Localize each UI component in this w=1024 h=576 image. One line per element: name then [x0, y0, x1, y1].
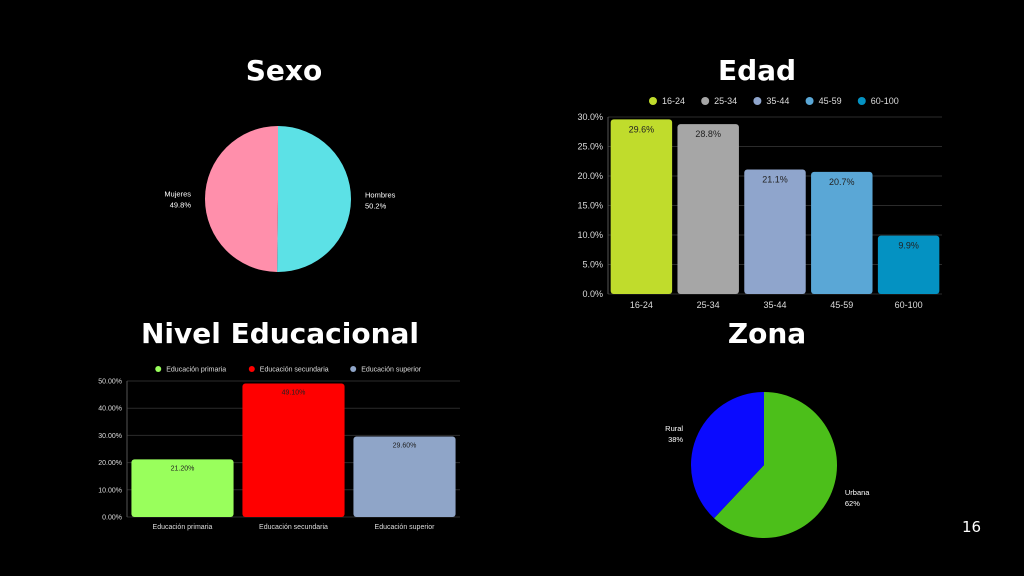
edad-bar-35-44 [744, 169, 806, 294]
zona-slice-label-urbana: Urbana [845, 488, 870, 497]
edad-value-label-45-59: 20.7% [829, 177, 855, 187]
edad-xtick-label-35-44: 35-44 [763, 300, 786, 310]
nivel-legend-label-educacion-superior: Educación superior [361, 367, 422, 374]
sexo-slice-hombres [277, 126, 352, 272]
zona-slice-label-rural: Rural [665, 424, 683, 433]
edad-ytick-label: 20.0% [577, 171, 603, 181]
zona-title: Zona [727, 317, 807, 350]
nivel-legend-label-educacion-secundaria: Educación secundaria [260, 367, 329, 374]
edad-legend-label-16-24: 16-24 [662, 96, 685, 106]
sexo-slice-label-hombres: Hombres [365, 191, 396, 200]
nivel-value-label-educacion-primaria: 21.20% [171, 465, 195, 472]
sexo-slice-value-mujeres: 49.8% [170, 200, 192, 209]
edad-xtick-label-45-59: 45-59 [830, 300, 853, 310]
nivel-ytick-label: 40.00% [98, 406, 122, 413]
nivel-legend-swatch-educacion-secundaria [248, 366, 255, 372]
sexo-slice-value-hombres: 50.2% [365, 202, 387, 211]
edad-legend-label-35-44: 35-44 [766, 96, 789, 106]
edad-legend-swatch-25-34 [701, 97, 710, 105]
nivel-legend-label-educacion-primaria: Educación primaria [166, 367, 226, 374]
edad-value-label-16-24: 29.6% [629, 124, 655, 134]
edad-legend-label-60-100: 60-100 [871, 96, 899, 106]
nivel-ytick-label: 10.00% [98, 487, 122, 494]
edad-value-label-25-34: 28.8% [695, 129, 721, 139]
edad-legend-label-45-59: 45-59 [819, 96, 842, 106]
nivel-ytick-label: 0.00% [102, 514, 122, 521]
nivel-bar-educacion-secundaria [242, 383, 345, 517]
zona-slice-value-rural: 38% [668, 435, 683, 444]
edad-xtick-label-16-24: 16-24 [630, 300, 653, 310]
edad-title: Edad [717, 54, 797, 87]
sexo-title: Sexo [245, 54, 323, 87]
edad-ytick-label: 0.0% [582, 289, 603, 299]
edad-xtick-label-25-34: 25-34 [697, 300, 720, 310]
edad-ytick-label: 25.0% [577, 142, 603, 152]
nivel-legend-swatch-educacion-superior [350, 366, 357, 372]
edad-value-label-35-44: 21.1% [762, 175, 788, 185]
edad-bar-25-34 [677, 124, 739, 294]
edad-ytick-label: 10.0% [577, 230, 603, 240]
zona-slice-rural [691, 392, 764, 519]
edad-bar-16-24 [610, 119, 673, 294]
nivel-value-label-educacion-superior: 29.60% [393, 442, 417, 449]
edad-legend-swatch-16-24 [648, 97, 657, 105]
edad-legend-swatch-60-100 [857, 97, 866, 105]
zona-slice-urbana [714, 392, 837, 539]
edad-bar-60-100 [877, 235, 940, 294]
edad-ytick-label: 15.0% [577, 201, 603, 211]
nivel-xtick-label-educacion-primaria: Educación primaria [153, 524, 213, 531]
nivel-bar-educacion-primaria [131, 459, 234, 517]
nivel-legend-swatch-educacion-primaria [155, 366, 162, 372]
nivel-title: Nivel Educacional [140, 317, 420, 350]
nivel-value-label-educacion-secundaria: 49.10% [282, 389, 306, 396]
edad-legend-label-25-34: 25-34 [714, 96, 737, 106]
edad-xtick-label-60-100: 60-100 [895, 300, 923, 310]
nivel-ytick-label: 50.00% [98, 378, 122, 385]
page-number: 16 [962, 518, 982, 536]
edad-legend-swatch-45-59 [805, 97, 814, 105]
edad-ytick-label: 5.0% [582, 260, 603, 270]
zona-slice-value-urbana: 62% [845, 499, 860, 508]
edad-legend-swatch-35-44 [753, 97, 762, 105]
nivel-ytick-label: 30.00% [98, 433, 122, 440]
nivel-bar-educacion-superior [353, 436, 456, 517]
nivel-xtick-label-educacion-secundaria: Educación secundaria [259, 524, 328, 531]
edad-value-label-60-100: 9.9% [898, 241, 919, 251]
edad-ytick-label: 30.0% [577, 112, 603, 122]
sexo-slice-label-mujeres: Mujeres [164, 189, 191, 198]
sexo-slice-mujeres [205, 126, 278, 272]
edad-bar-45-59 [811, 171, 873, 294]
nivel-xtick-label-educacion-superior: Educación superior [375, 524, 436, 531]
nivel-ytick-label: 20.00% [98, 460, 122, 467]
